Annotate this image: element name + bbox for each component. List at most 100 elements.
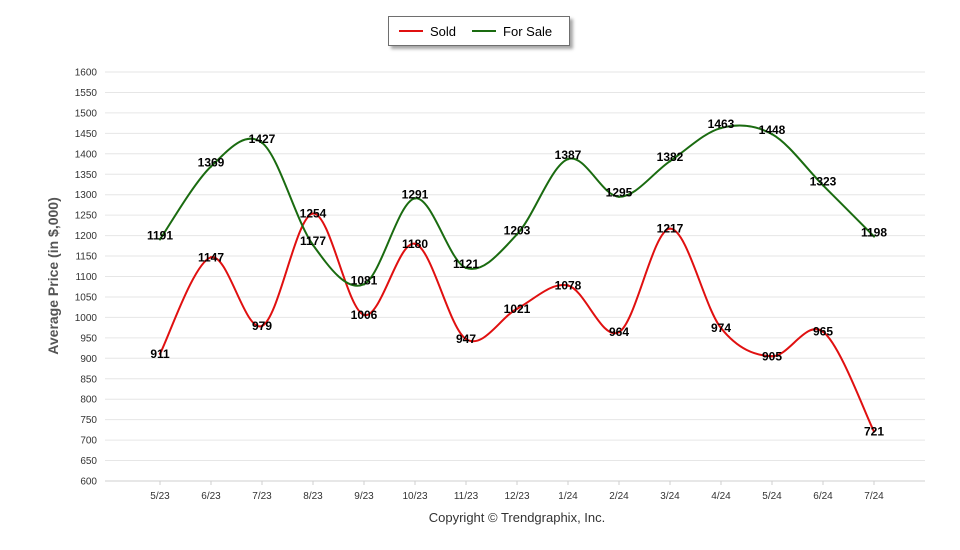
copyright-text: Copyright © Trendgraphix, Inc.: [428, 510, 606, 525]
data-label-for-sale: 1177: [300, 234, 326, 248]
series-line-for-sale: [159, 124, 875, 287]
x-tick-label: 8/23: [303, 491, 323, 502]
legend-label-sold: Sold: [430, 23, 457, 39]
y-tick-label: 1550: [75, 88, 98, 99]
data-label-sold: 1217: [657, 222, 684, 236]
data-point-for-sale: [209, 165, 213, 168]
series-line-sold: [159, 212, 875, 432]
data-label-sold: 964: [609, 325, 629, 339]
data-label-sold: 1078: [555, 278, 582, 292]
x-tick-label: 1/24: [558, 491, 578, 502]
data-point-sold: [311, 212, 315, 215]
data-label-sold: 965: [813, 325, 833, 339]
y-tick-label: 800: [80, 395, 97, 406]
data-label-sold: 1147: [198, 250, 224, 264]
data-point-sold: [566, 284, 570, 287]
data-label-sold: 974: [711, 321, 731, 335]
x-tick-label: 5/24: [762, 491, 782, 502]
data-label-sold: 947: [456, 332, 476, 346]
data-point-sold: [158, 352, 162, 356]
y-tick-label: 1300: [75, 190, 98, 201]
data-point-sold: [668, 227, 672, 230]
y-tick-label: 1100: [75, 272, 97, 283]
y-tick-label: 950: [80, 333, 97, 344]
y-tick-label: 1400: [75, 149, 98, 160]
data-point-for-sale: [464, 266, 468, 270]
data-point-sold: [362, 313, 366, 317]
y-tick-label: 1450: [75, 129, 98, 140]
x-tick-label: 6/24: [813, 491, 833, 502]
gridlines: [105, 71, 925, 462]
data-label-sold: 1021: [504, 302, 531, 316]
data-label-for-sale: 1121: [453, 257, 479, 271]
data-point-for-sale: [413, 197, 417, 200]
data-label-sold: 905: [762, 349, 782, 363]
y-tick-label: 900: [80, 354, 97, 365]
legend-label-for-sale: For Sale: [503, 23, 553, 39]
x-tick-label: 5/23: [150, 491, 170, 502]
data-point-for-sale: [311, 243, 315, 247]
data-point-sold: [464, 337, 468, 341]
y-tick-label: 1200: [75, 231, 98, 242]
y-tick-label: 1500: [75, 108, 98, 119]
y-tick-label: 650: [80, 456, 97, 467]
y-tick-label: 1350: [75, 170, 98, 181]
data-point-for-sale: [515, 233, 519, 236]
y-axis-title: Average Price (in $,000): [45, 197, 61, 354]
legend-swatch-for-sale: [472, 30, 497, 32]
data-point-for-sale: [872, 235, 876, 238]
data-point-sold: [209, 256, 213, 259]
data-point-for-sale: [260, 141, 264, 144]
x-tick-label: 2/24: [609, 491, 629, 502]
x-tick-label: 7/23: [252, 491, 272, 502]
data-label-for-sale: 1427: [249, 132, 276, 146]
y-tick-label: 1150: [75, 252, 97, 263]
data-point-for-sale: [158, 238, 162, 241]
x-tick-label: 12/23: [504, 491, 529, 502]
y-tick-label: 1250: [75, 211, 98, 222]
data-label-sold: 721: [864, 425, 884, 439]
data-label-for-sale: 1291: [402, 187, 429, 201]
legend-item-for-sale[interactable]: For Sale: [472, 24, 552, 39]
data-point-sold: [617, 330, 621, 334]
legend-swatch-sold: [399, 30, 423, 32]
data-point-for-sale: [821, 184, 825, 187]
data-label-for-sale: 1369: [198, 155, 225, 169]
data-point-for-sale: [617, 195, 621, 198]
data-label-for-sale: 1203: [504, 223, 531, 237]
y-tick-label: 1000: [75, 313, 98, 324]
data-label-for-sale: 1081: [351, 273, 378, 287]
x-tick-label: 10/23: [402, 491, 427, 502]
x-tick-label: 6/23: [201, 491, 221, 502]
data-point-for-sale: [668, 159, 672, 163]
data-label-for-sale: 1191: [147, 228, 173, 242]
data-point-sold: [872, 430, 876, 433]
data-label-for-sale: 1382: [657, 150, 684, 164]
data-point-sold: [719, 326, 723, 330]
y-tick-label: 750: [80, 415, 97, 426]
data-point-sold: [260, 324, 264, 328]
x-tick-label: 4/24: [711, 491, 731, 502]
data-label-for-sale: 1387: [555, 148, 582, 162]
data-labels: 911 1147 979 1254 1006 1180 947 1021 1078 964 1217…: [147, 117, 887, 438]
data-label-for-sale: 1448: [759, 123, 786, 137]
y-tick-label: 700: [80, 436, 97, 447]
legend: Sold For Sale: [388, 16, 570, 46]
data-point-sold: [770, 355, 774, 358]
data-point-sold: [413, 242, 417, 245]
data-label-for-sale: 1198: [861, 225, 887, 239]
y-tick-label: 850: [80, 374, 97, 385]
data-point-sold: [515, 307, 519, 311]
data-point-sold: [821, 330, 825, 333]
y-tick-label: 1600: [75, 68, 98, 79]
legend-item-sold[interactable]: Sold: [399, 24, 456, 39]
axes: 600 650 700 750 800 850 900 950 1000 1050 1100 1150…: [75, 68, 925, 502]
data-point-for-sale: [566, 157, 570, 161]
data-label-sold: 1180: [402, 237, 428, 251]
series-lines: [158, 124, 876, 433]
data-point-for-sale: [719, 126, 723, 130]
y-tick-label: 600: [80, 477, 97, 488]
data-label-sold: 979: [252, 319, 272, 333]
